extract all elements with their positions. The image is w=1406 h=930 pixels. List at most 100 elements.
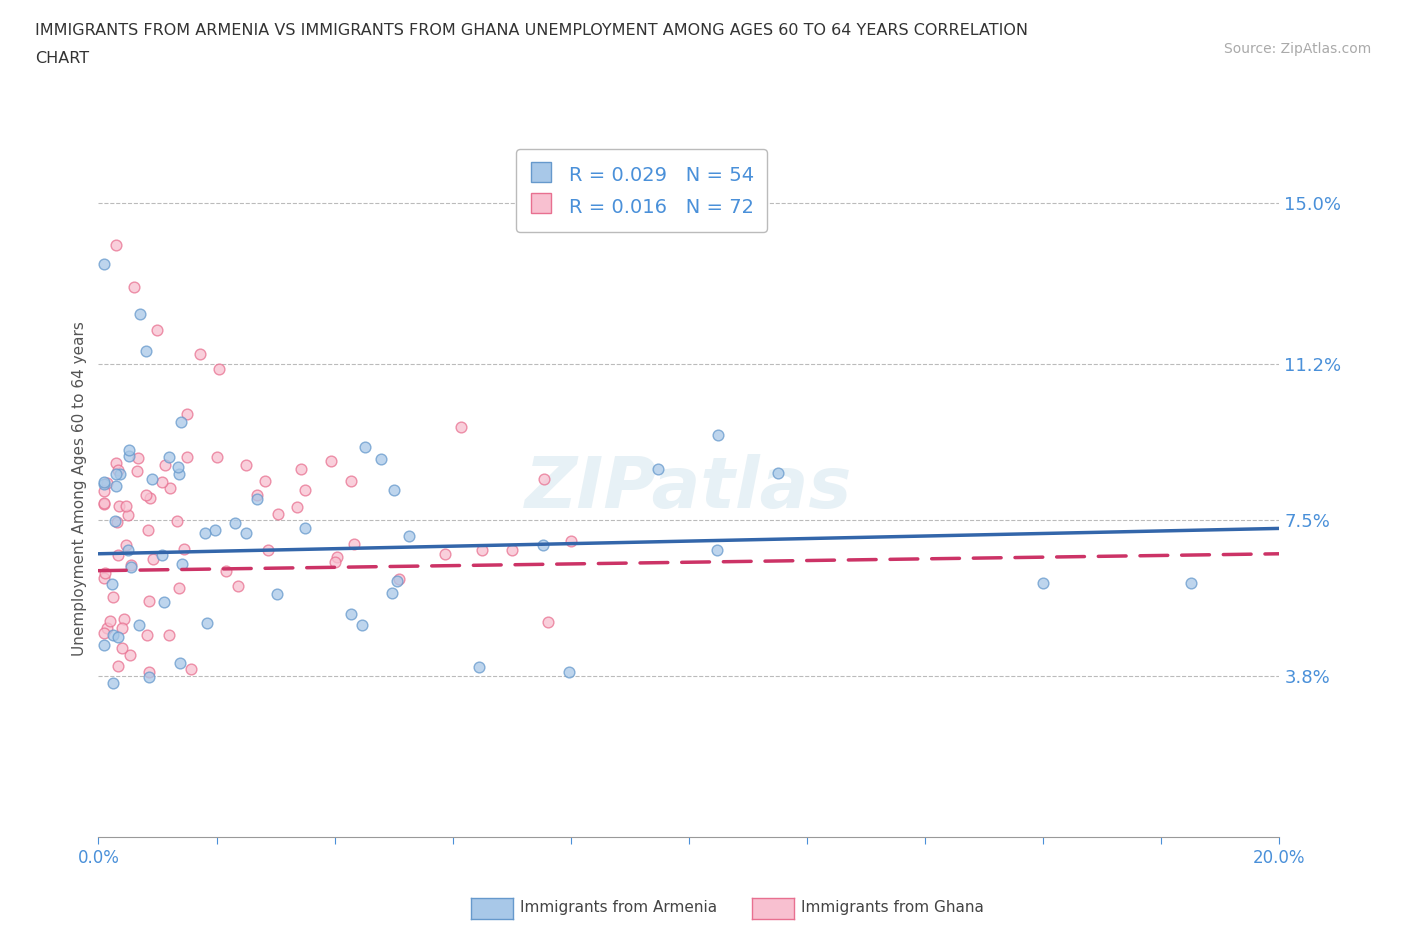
Point: [138, 664, 160, 679]
Point: [382, 483, 405, 498]
Point: [105, 456, 128, 471]
Point: [172, 556, 194, 571]
Point: [224, 516, 246, 531]
Point: [170, 415, 193, 430]
Point: [471, 542, 494, 557]
Point: [107, 659, 129, 674]
Point: [136, 627, 159, 642]
Point: [197, 616, 219, 631]
Point: [93, 638, 115, 653]
Point: [98, 614, 121, 629]
Point: [96, 475, 118, 490]
Point: [93, 477, 115, 492]
Point: [105, 238, 128, 253]
Point: [326, 550, 349, 565]
Point: [108, 467, 131, 482]
Point: [125, 464, 148, 479]
Point: [434, 547, 457, 562]
Point: [138, 670, 160, 684]
Point: [194, 525, 217, 540]
Point: [107, 548, 129, 563]
Point: [707, 428, 730, 443]
Point: [103, 676, 125, 691]
Point: [157, 628, 180, 643]
Point: [112, 612, 135, 627]
Point: [340, 607, 363, 622]
Point: [105, 466, 128, 481]
Point: [706, 542, 728, 557]
Point: [169, 467, 191, 482]
Point: [450, 419, 472, 434]
Point: [537, 615, 560, 630]
Point: [138, 593, 160, 608]
Point: [533, 472, 555, 487]
Point: [159, 480, 181, 495]
Point: [342, 537, 364, 551]
Point: [105, 478, 128, 493]
Point: [142, 551, 165, 566]
Point: [294, 483, 316, 498]
Point: [146, 323, 169, 338]
Point: [115, 538, 138, 552]
Point: [153, 594, 176, 609]
Point: [117, 542, 139, 557]
Point: [254, 473, 277, 488]
Point: [385, 574, 408, 589]
Point: [235, 525, 257, 540]
Text: CHART: CHART: [35, 51, 89, 66]
Point: [323, 555, 346, 570]
Point: [266, 586, 288, 601]
Point: [176, 406, 198, 421]
Point: [135, 343, 157, 358]
Point: [157, 449, 180, 464]
Point: [93, 496, 115, 511]
Point: [215, 564, 238, 578]
Point: [398, 528, 420, 543]
Point: [267, 506, 290, 521]
Point: [388, 572, 411, 587]
Point: [560, 534, 582, 549]
Point: [1032, 576, 1054, 591]
Point: [235, 458, 257, 472]
Point: [208, 361, 231, 376]
Point: [167, 580, 190, 595]
Point: [96, 620, 118, 635]
Point: [350, 618, 373, 632]
Point: [354, 439, 377, 454]
Point: [153, 458, 176, 472]
Point: [370, 452, 392, 467]
Legend: R = 0.029   N = 54, R = 0.016   N = 72: R = 0.029 N = 54, R = 0.016 N = 72: [516, 149, 768, 232]
Point: [246, 492, 269, 507]
Point: [205, 449, 228, 464]
Point: [107, 630, 129, 644]
Point: [139, 490, 162, 505]
Point: [176, 449, 198, 464]
Point: [167, 459, 190, 474]
Point: [93, 625, 115, 640]
Point: [93, 497, 115, 512]
Text: ZIPatlas: ZIPatlas: [526, 454, 852, 523]
Point: [557, 665, 579, 680]
Point: [1180, 576, 1202, 591]
Point: [100, 577, 122, 591]
Text: Immigrants from Armenia: Immigrants from Armenia: [520, 900, 717, 915]
Point: [150, 475, 173, 490]
Point: [135, 487, 157, 502]
Point: [647, 461, 669, 476]
Point: [122, 280, 145, 295]
Point: [180, 661, 202, 676]
Point: [381, 585, 404, 600]
Point: [169, 656, 191, 671]
Point: [117, 508, 139, 523]
Point: [226, 579, 249, 594]
Point: [501, 542, 523, 557]
Point: [110, 620, 132, 635]
Point: [141, 472, 163, 486]
Point: [93, 484, 115, 498]
Point: [173, 541, 195, 556]
Point: [93, 257, 115, 272]
Point: [105, 514, 128, 529]
Text: IMMIGRANTS FROM ARMENIA VS IMMIGRANTS FROM GHANA UNEMPLOYMENT AMONG AGES 60 TO 6: IMMIGRANTS FROM ARMENIA VS IMMIGRANTS FR…: [35, 23, 1028, 38]
Point: [188, 346, 211, 361]
Point: [120, 559, 142, 574]
